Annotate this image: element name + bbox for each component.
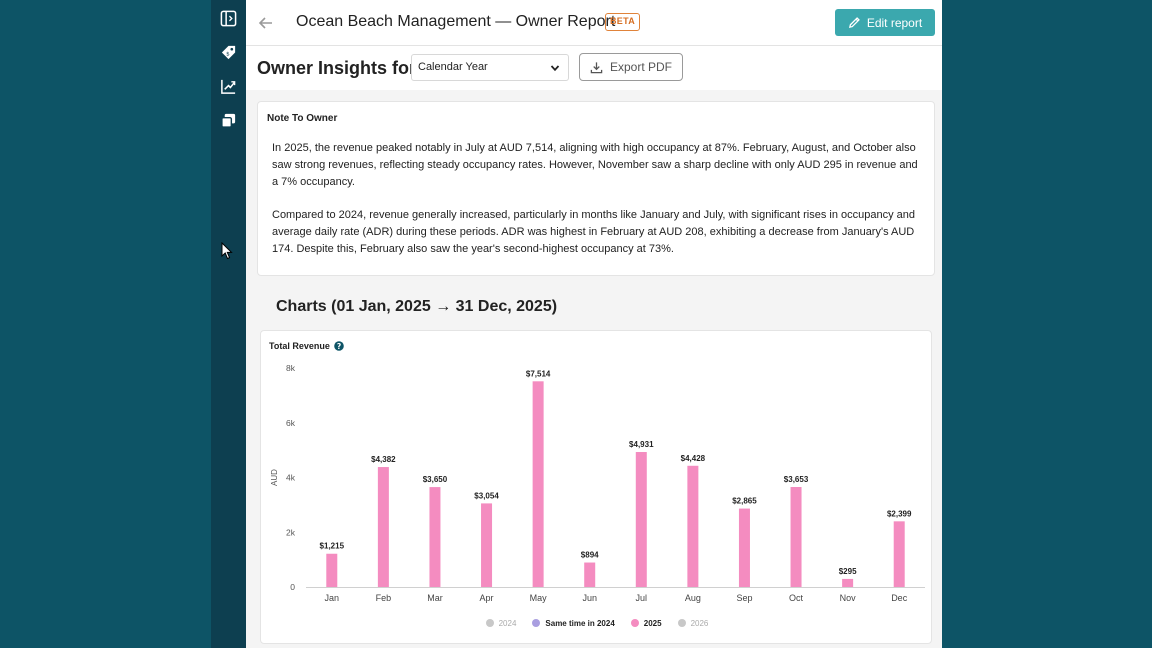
legend-label: 2025 xyxy=(643,618,662,628)
bar xyxy=(893,521,905,587)
y-tick-label: 8k xyxy=(286,363,296,373)
legend-label: 2026 xyxy=(690,618,709,628)
x-tick-label: Jun xyxy=(582,593,597,603)
bar xyxy=(738,508,750,587)
bar-value-label: $1,215 xyxy=(320,542,345,551)
y-tick-label: 0 xyxy=(290,582,295,592)
page-title: Ocean Beach Management — Owner Report xyxy=(296,13,616,30)
y-axis-title: AUD xyxy=(270,469,279,486)
bar xyxy=(377,467,389,587)
legend-item[interactable]: 2026 xyxy=(677,616,709,630)
edit-report-label: Edit report xyxy=(866,15,923,30)
y-tick-label: 2k xyxy=(286,527,296,537)
legend-label: 2024 xyxy=(498,618,517,628)
beta-badge: BETA xyxy=(605,13,641,31)
report-header: Ocean Beach Management — Owner Report BE… xyxy=(246,0,942,46)
bar-value-label: $2,865 xyxy=(732,497,757,506)
x-tick-label: Jul xyxy=(636,593,648,603)
bar xyxy=(429,487,441,587)
svg-text:?: ? xyxy=(337,342,341,351)
x-tick-label: Jan xyxy=(325,593,340,603)
bar-value-label: $7,514 xyxy=(526,369,551,378)
bar xyxy=(326,553,338,587)
x-tick-label: Feb xyxy=(376,593,392,603)
period-select[interactable]: Calendar Year xyxy=(411,54,569,81)
note-paragraph: Compared to 2024, revenue generally incr… xyxy=(272,209,916,255)
note-to-owner-card: Note To Owner In 2025, the revenue peake… xyxy=(257,101,935,276)
note-paragraph: In 2025, the revenue peaked notably in J… xyxy=(272,142,918,188)
total-revenue-chart-card: AUD 0 2k 4k 6k 8k $1,215 Jan $4,382 Feb $3,650 Mar $… xyxy=(260,330,932,644)
back-arrow-icon[interactable] xyxy=(256,13,276,33)
x-tick-label: Nov xyxy=(840,593,857,603)
x-tick-label: Oct xyxy=(789,593,804,603)
pencil-icon xyxy=(848,17,860,29)
bar-value-label: $4,931 xyxy=(629,440,654,449)
y-tick-label: 4k xyxy=(286,473,296,483)
bar xyxy=(584,562,596,587)
bar-value-label: $295 xyxy=(839,567,857,576)
export-pdf-button[interactable]: Export PDF xyxy=(579,53,683,81)
legend-item[interactable]: Same time in 2024 xyxy=(532,616,615,630)
bar xyxy=(532,381,544,587)
legend-label: Same time in 2024 xyxy=(545,618,615,628)
legend-dot-icon xyxy=(677,619,686,627)
legend-dot-icon xyxy=(485,619,494,627)
x-tick-label: Dec xyxy=(891,593,908,603)
bar-value-label: $4,428 xyxy=(681,454,706,463)
total-revenue-chart: AUD 0 2k 4k 6k 8k $1,215 Jan $4,382 Feb $3,650 Mar $… xyxy=(270,363,925,603)
bar-value-label: $4,382 xyxy=(371,455,396,464)
panel-toggle-icon[interactable] xyxy=(217,7,239,29)
x-tick-label: Apr xyxy=(480,593,494,603)
y-tick-label: 6k xyxy=(286,418,296,428)
charts-heading: Charts (01 Jan, 2025 → 31 Dec, 2025) xyxy=(276,298,558,315)
chart-trend-icon[interactable] xyxy=(217,75,239,97)
bar-value-label: $3,054 xyxy=(474,491,499,500)
legend-item[interactable]: 2025 xyxy=(630,616,662,630)
insights-label: Owner Insights for xyxy=(257,58,417,78)
bar xyxy=(842,578,854,587)
note-title: Note To Owner xyxy=(267,113,338,124)
bar-value-label: $3,650 xyxy=(423,475,448,484)
x-tick-label: Aug xyxy=(685,593,701,603)
bar-value-label: $894 xyxy=(581,551,599,560)
x-tick-label: Mar xyxy=(427,593,443,603)
chart-title: Total Revenue ? xyxy=(269,341,344,351)
report-panel: Ocean Beach Management — Owner Report BE… xyxy=(246,0,942,648)
bar xyxy=(790,486,802,587)
x-tick-label: May xyxy=(530,593,548,603)
bar xyxy=(481,503,493,587)
mouse-pointer-icon xyxy=(221,242,233,260)
price-tag-icon[interactable]: $ xyxy=(217,41,239,63)
help-icon[interactable]: ? xyxy=(334,341,344,351)
bar-value-label: $3,653 xyxy=(784,475,809,484)
layers-icon[interactable] xyxy=(217,109,239,131)
bar xyxy=(635,452,647,587)
period-select-value: Calendar Year xyxy=(418,61,488,73)
insights-toolbar: Owner Insights for Calendar Year Export … xyxy=(246,46,942,90)
chart-legend: 2024 Same time in 2024 2025 2026 xyxy=(261,616,933,630)
chevron-down-icon xyxy=(550,65,560,72)
bar-value-label: $2,399 xyxy=(887,509,912,518)
download-icon xyxy=(590,61,603,73)
legend-dot-icon xyxy=(532,619,541,627)
legend-dot-icon xyxy=(630,619,639,627)
bar xyxy=(687,465,699,587)
sidebar: $ xyxy=(211,0,246,648)
export-pdf-label: Export PDF xyxy=(609,60,672,74)
svg-text:$: $ xyxy=(226,51,230,57)
chart-title-text: Total Revenue xyxy=(269,341,330,351)
x-tick-label: Sep xyxy=(736,593,752,603)
edit-report-button[interactable]: Edit report xyxy=(835,9,935,36)
legend-item[interactable]: 2024 xyxy=(485,616,517,630)
